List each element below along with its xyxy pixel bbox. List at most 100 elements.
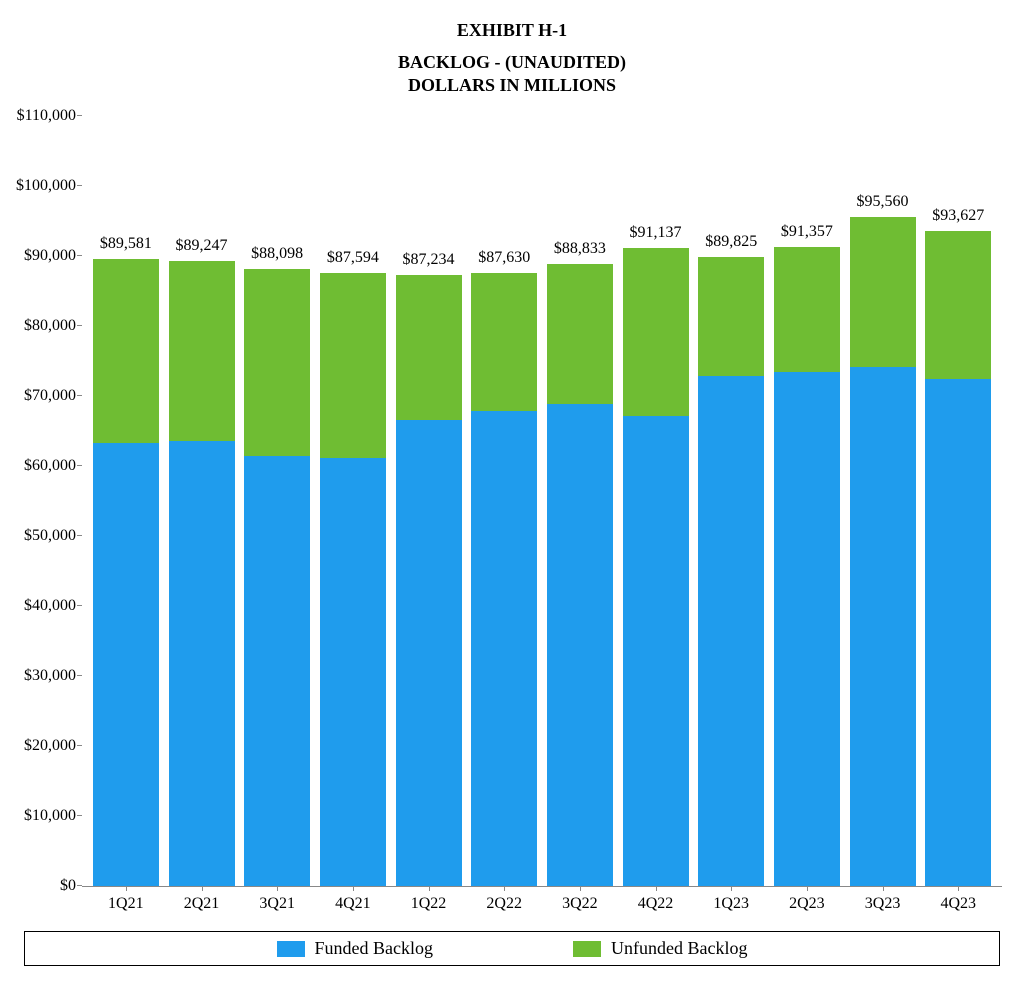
bar-segment-funded [244,456,310,887]
stacked-bar [396,275,462,886]
bar-segment-funded [547,404,613,886]
bar-slot: $89,247 [164,116,240,886]
bar-segment-funded [623,416,689,886]
legend: Funded Backlog Unfunded Backlog [24,931,1000,966]
bar-segment-unfunded [698,257,764,375]
plot-area: $89,581 $89,247 $88,098 $87,594 $87,234 $87,6… [82,116,1002,887]
x-tick-mark [202,886,203,891]
x-tick-mark [731,886,732,891]
bar-segment-unfunded [547,264,613,404]
x-tick-mark [656,886,657,891]
bar-slot: $91,357 [769,116,845,886]
x-tick-mark [883,886,884,891]
bar-total-label: $89,247 [176,237,228,255]
stacked-bar [471,273,537,886]
bar-slot: $89,581 [88,116,164,886]
stacked-bar [698,257,764,886]
bar-segment-funded [471,411,537,886]
bar-total-label: $88,098 [251,245,303,263]
bar-slot: $87,594 [315,116,391,886]
title-block: EXHIBIT H-1 BACKLOG - (UNAUDITED) DOLLAR… [0,20,1024,96]
bar-segment-funded [698,376,764,886]
y-tick-label: $20,000 [24,737,76,755]
x-tick-mark [429,886,430,891]
stacked-bar [93,259,159,886]
bar-slot: $87,234 [391,116,467,886]
x-tick-mark [580,886,581,891]
stacked-bar [925,231,991,886]
x-tick-mark [504,886,505,891]
y-tick-label: $50,000 [24,527,76,545]
y-tick-label: $90,000 [24,247,76,265]
stacked-bar [547,264,613,886]
legend-item-funded: Funded Backlog [277,938,434,959]
bar-total-label: $88,833 [554,240,606,258]
exhibit-title: EXHIBIT H-1 [0,20,1024,41]
bars-container: $89,581 $89,247 $88,098 $87,594 $87,234 $87,6… [82,116,1002,886]
bar-segment-unfunded [244,269,310,455]
bar-slot: $88,833 [542,116,618,886]
backlog-chart: $0 $10,000 $20,000 $30,000 $40,000 $50,000 $60… [12,116,1012,966]
legend-label-unfunded: Unfunded Backlog [611,938,747,959]
bar-total-label: $91,137 [630,224,682,242]
bar-slot: $89,825 [693,116,769,886]
bar-total-label: $87,594 [327,249,379,267]
bar-segment-unfunded [93,259,159,443]
x-tick-mark [807,886,808,891]
x-tick-mark [126,886,127,891]
legend-swatch-unfunded [573,941,601,957]
bar-total-label: $87,234 [403,251,455,269]
subtitle-line-1: BACKLOG - (UNAUDITED) [0,51,1024,74]
bar-total-label: $87,630 [478,249,530,267]
y-axis: $0$10,000$20,000$30,000$40,000$50,000$60… [12,116,82,886]
stacked-bar [850,217,916,886]
y-tick-label: $40,000 [24,597,76,615]
bar-slot: $87,630 [466,116,542,886]
bar-segment-unfunded [396,275,462,419]
stacked-bar [774,247,840,886]
x-tick-mark [277,886,278,891]
y-tick-label: $70,000 [24,387,76,405]
x-axis-labels: 1Q212Q213Q214Q211Q222Q223Q224Q221Q232Q23… [82,887,1002,913]
bar-slot: $88,098 [239,116,315,886]
x-tick-mark [958,886,959,891]
legend-swatch-funded [277,941,305,957]
y-tick-label: $60,000 [24,457,76,475]
page: EXHIBIT H-1 BACKLOG - (UNAUDITED) DOLLAR… [0,0,1024,966]
bar-total-label: $89,825 [705,233,757,251]
bar-total-label: $89,581 [100,235,152,253]
bar-segment-unfunded [774,247,840,372]
bar-segment-funded [320,458,386,886]
legend-label-funded: Funded Backlog [315,938,434,959]
bar-segment-funded [774,372,840,887]
bar-total-label: $91,357 [781,223,833,241]
bar-segment-unfunded [471,273,537,412]
bar-segment-funded [850,367,916,886]
bar-slot: $93,627 [920,116,996,886]
y-tick-label: $80,000 [24,317,76,335]
bar-slot: $95,560 [845,116,921,886]
legend-item-unfunded: Unfunded Backlog [573,938,747,959]
bar-total-label: $95,560 [857,193,909,211]
stacked-bar [244,269,310,886]
bar-slot: $91,137 [618,116,694,886]
bar-segment-funded [925,379,991,886]
bar-segment-unfunded [850,217,916,367]
y-tick-label: $0 [60,877,76,895]
bar-segment-funded [93,443,159,886]
stacked-bar [320,273,386,886]
bar-segment-unfunded [320,273,386,458]
bar-segment-funded [396,420,462,886]
stacked-bar [623,248,689,886]
y-tick-label: $10,000 [24,807,76,825]
y-tick-label: $30,000 [24,667,76,685]
y-tick-label: $110,000 [17,107,76,125]
bar-segment-unfunded [623,248,689,416]
y-tick-label: $100,000 [16,177,76,195]
bar-total-label: $93,627 [932,207,984,225]
bar-segment-funded [169,441,235,886]
x-tick-mark [353,886,354,891]
stacked-bar [169,261,235,886]
subtitle-line-2: DOLLARS IN MILLIONS [0,74,1024,97]
bar-segment-unfunded [169,261,235,441]
